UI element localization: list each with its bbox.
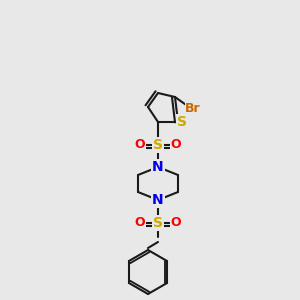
Text: S: S — [153, 216, 163, 230]
Text: N: N — [152, 160, 164, 174]
Text: S: S — [153, 138, 163, 152]
Text: O: O — [135, 139, 145, 152]
Text: S: S — [177, 115, 187, 129]
Text: O: O — [171, 139, 181, 152]
Text: N: N — [152, 193, 164, 207]
Text: Br: Br — [185, 103, 201, 116]
Text: O: O — [135, 217, 145, 230]
Text: O: O — [171, 217, 181, 230]
